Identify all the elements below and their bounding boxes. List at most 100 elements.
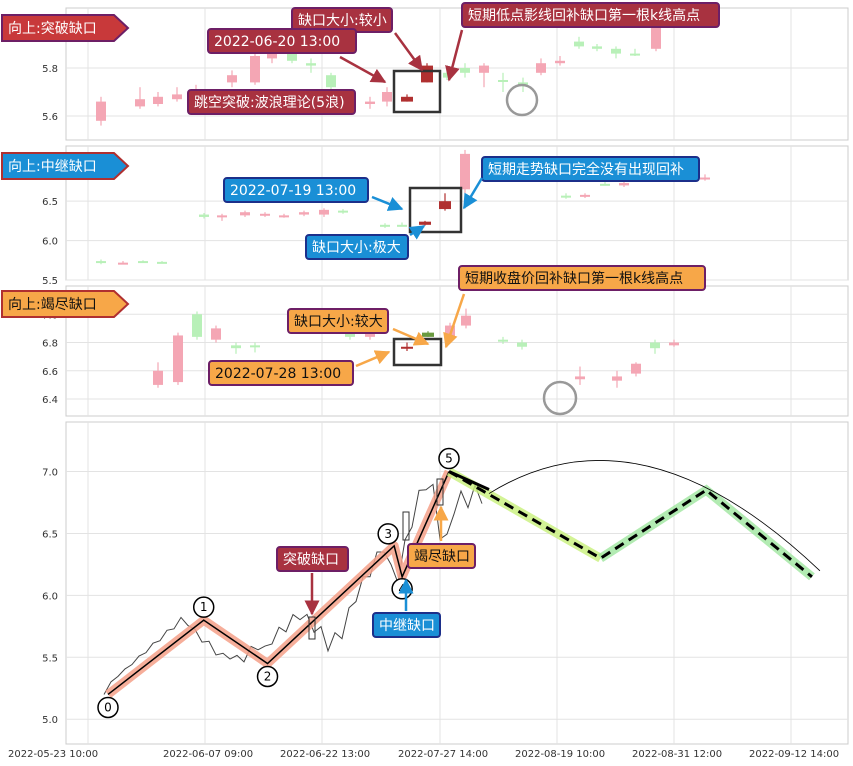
x-tick-label: 2022-06-22 13:00 <box>280 749 370 760</box>
candle-body <box>612 376 622 381</box>
y-tick-label: 5.6 <box>42 112 58 123</box>
projection-arc <box>488 460 821 572</box>
candle-body <box>669 342 679 346</box>
candle-body <box>422 332 434 337</box>
candle-body <box>630 53 640 56</box>
relay-gap-label: 中继缺口 <box>379 618 435 634</box>
y-tick-label: 7.0 <box>42 468 58 479</box>
candle-body <box>631 363 641 374</box>
gap-size-label: 缺口大小:较大 <box>294 314 383 330</box>
candle-body <box>299 212 309 215</box>
wave-point-label: 0 <box>104 700 112 714</box>
candle-body <box>326 75 336 88</box>
candle-body <box>561 195 571 198</box>
x-tick-label: 2022-08-19 10:00 <box>515 749 605 760</box>
candle-body <box>217 215 227 218</box>
candle-body <box>439 201 451 210</box>
y-tick-label: 5.5 <box>42 276 58 287</box>
gap-size-label-box <box>305 234 409 260</box>
panel-title: 向上:突破缺口 <box>8 21 97 37</box>
panel-frame <box>65 7 849 141</box>
candle-body <box>365 334 375 337</box>
price-line <box>103 483 483 695</box>
wave-point-label: 3 <box>384 527 392 541</box>
candle-body <box>250 56 260 83</box>
candle-body <box>135 99 145 107</box>
wave-point-circle <box>377 523 399 545</box>
y-tick-label: 5.0 <box>42 715 58 726</box>
candle-body <box>338 210 348 213</box>
candle-body <box>279 215 289 218</box>
gap-rule-label-box <box>481 156 700 182</box>
gap-marker <box>436 478 444 506</box>
x-tick-label: 2022-05-23 10:00 <box>8 749 98 760</box>
panel-title-arrow <box>1 14 130 42</box>
candle-body <box>287 51 297 61</box>
candle-body <box>157 261 167 264</box>
candle-body <box>240 212 250 216</box>
wave-point-circle <box>256 665 279 688</box>
wave-point-label: 5 <box>445 452 453 466</box>
candle-body <box>153 370 163 385</box>
y-tick-label: 6.5 <box>42 197 58 208</box>
candle-body <box>199 214 209 217</box>
gap-rule-label: 短期走势缺口完全没有出现回补 <box>488 161 684 178</box>
gap-box <box>408 186 463 234</box>
gap-rule-label-box <box>461 2 720 28</box>
candle-body <box>382 92 392 102</box>
wave-point-circle <box>438 447 460 470</box>
x-tick-label: 2022-07-27 14:00 <box>398 749 488 760</box>
gap-size-label-box <box>287 308 389 334</box>
candle-body <box>517 342 527 347</box>
annotation-arrow <box>408 224 426 240</box>
panel-title-arrow <box>1 152 130 180</box>
candle-body <box>192 314 202 337</box>
gap-marker <box>308 616 316 640</box>
candle-body <box>536 63 546 73</box>
gap-time-label-box <box>223 177 369 203</box>
candle-body <box>518 82 528 85</box>
candle-body <box>153 96 163 104</box>
y-tick-label: 6.6 <box>42 367 58 378</box>
panel-title: 向上:竭尽缺口 <box>8 297 97 313</box>
candle-body <box>575 376 585 380</box>
y-tick-label: 6.0 <box>42 591 58 602</box>
annotation-arrow <box>445 29 464 82</box>
candle-body <box>498 339 508 342</box>
candle-body <box>267 53 277 59</box>
candle-body <box>611 48 621 54</box>
candle-body <box>250 345 260 348</box>
candle-body <box>600 183 610 186</box>
gap-rule-label: 短期收盘价回补缺口第一根k线高点 <box>465 270 683 287</box>
candle-body <box>96 261 106 264</box>
candle-body <box>401 346 413 349</box>
wave-point-circle <box>97 696 119 719</box>
candle-body <box>345 331 355 337</box>
projection-solid-start <box>448 470 490 491</box>
wave-point-label: 2 <box>264 670 272 684</box>
exhaustion-gap-label-box <box>407 543 476 569</box>
wave-point-circle <box>192 596 215 618</box>
gap-theory-label-box <box>187 89 356 115</box>
candle-body <box>380 224 390 227</box>
candle-body <box>619 183 629 186</box>
breakout-gap-label: 突破缺口 <box>283 552 339 568</box>
candle-body <box>555 60 565 64</box>
candle-body <box>460 153 470 190</box>
gap-circle <box>505 83 539 117</box>
gap-time-label-box <box>208 360 354 386</box>
candle-body <box>172 94 182 100</box>
candle-body <box>479 65 489 73</box>
x-tick-label: 2022-09-12 14:00 <box>749 749 839 760</box>
candle-body <box>592 46 602 49</box>
candle-body <box>96 101 106 121</box>
panel-frame <box>65 285 849 417</box>
y-tick-label: 6.4 <box>42 395 58 406</box>
gap-rule-label: 短期低点影线回补缺口第一根k线高点 <box>468 7 700 24</box>
candle-body <box>580 194 590 197</box>
candle-body <box>460 68 470 73</box>
gap-marker <box>402 511 410 541</box>
candle-body <box>419 221 431 225</box>
x-tick-label: 2022-08-31 12:00 <box>632 749 722 760</box>
